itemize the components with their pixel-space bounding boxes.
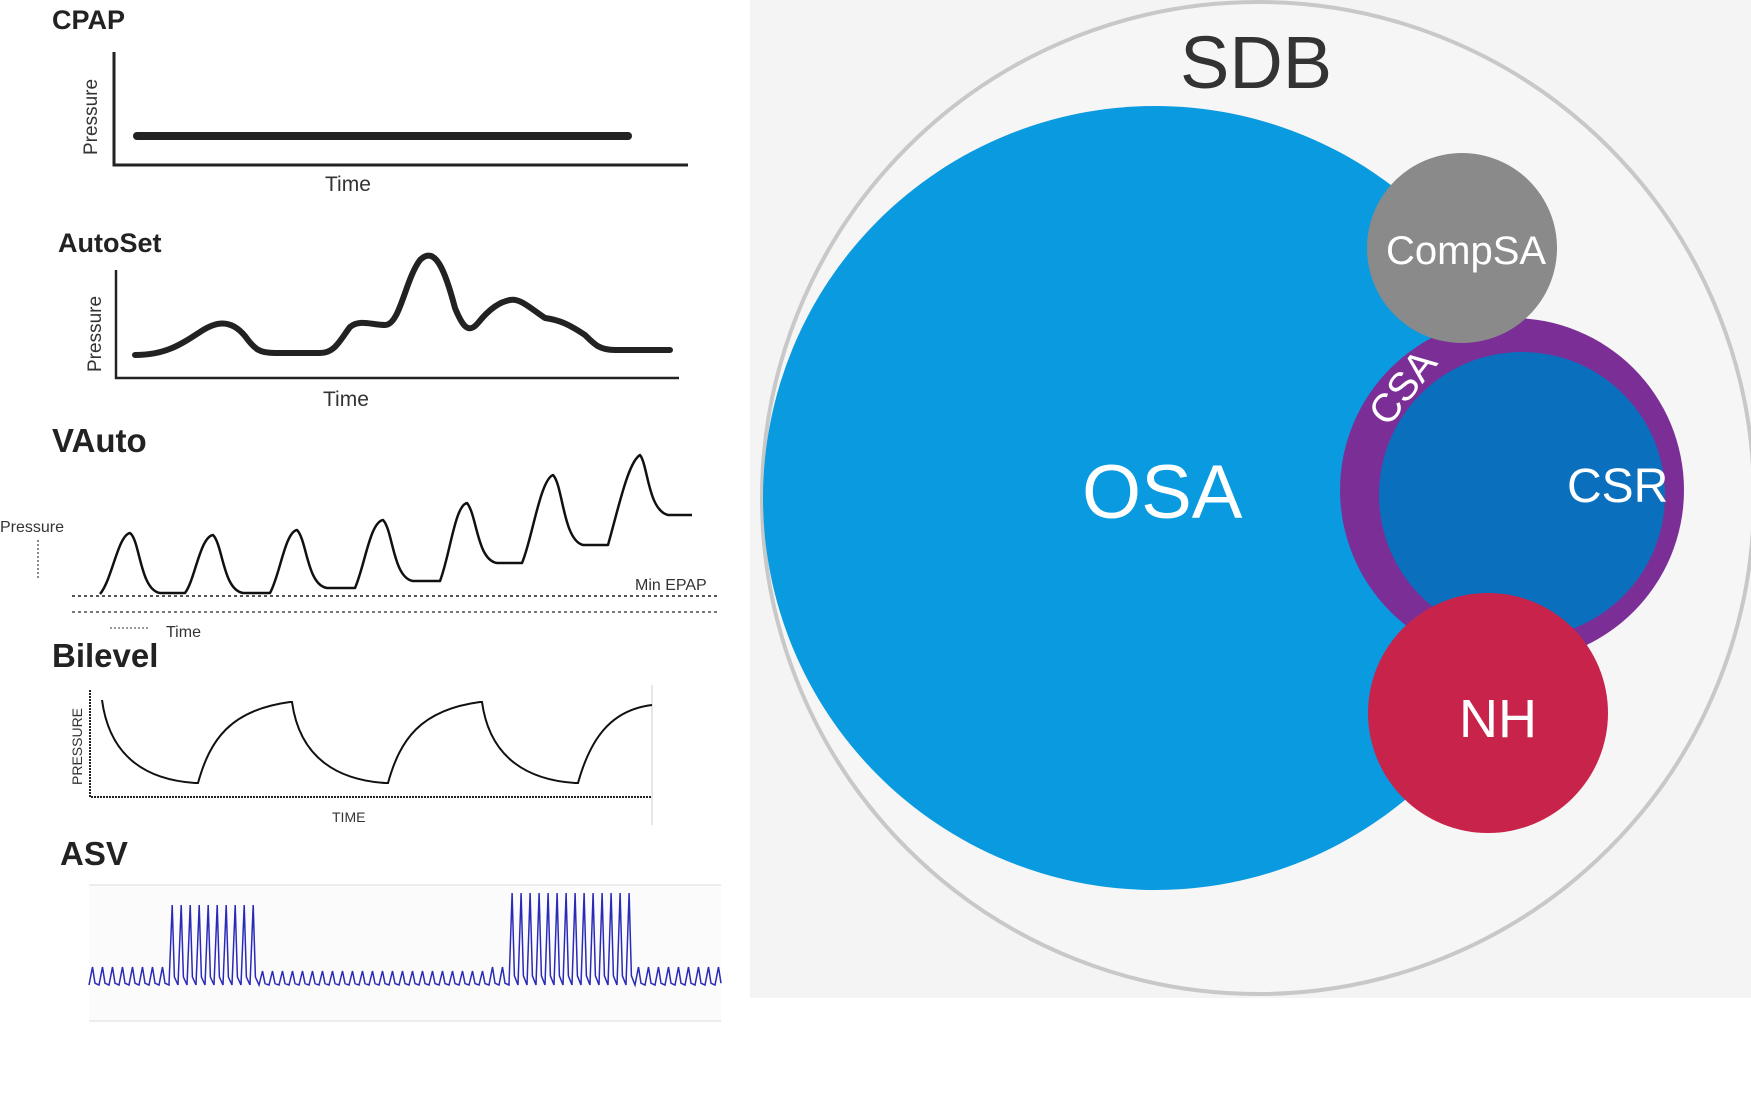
vauto-title: VAuto: [52, 422, 147, 459]
sdb-venn-diagram: SDB OSA CompSA CSA CSR NH: [750, 0, 1751, 998]
vauto-min-epap-label: Min EPAP: [635, 577, 707, 594]
autoset-chart: AutoSet Pressure Time: [58, 228, 679, 411]
asv-chart: ASV: [60, 835, 722, 1022]
bilevel-axes: [89, 690, 652, 798]
autoset-pressure-trace: [132, 252, 673, 358]
vauto-chart: VAuto Pressure Min EPAP Time: [0, 422, 720, 641]
cpap-title: CPAP: [52, 5, 125, 35]
cpap-ylabel: Pressure: [81, 79, 102, 155]
compsa-label: CompSA: [1386, 229, 1546, 273]
osa-circle: [763, 106, 1547, 890]
asv-plot-area: [89, 885, 721, 1021]
bilevel-pressure-trace: [101, 699, 653, 784]
nh-circle: [1368, 593, 1608, 833]
osa-label: OSA: [1082, 450, 1243, 535]
cpap-axes: [112, 52, 688, 167]
cpap-chart: CPAP Pressure Time: [52, 5, 688, 196]
asv-title: ASV: [60, 835, 128, 872]
csr-label: CSR: [1567, 460, 1668, 513]
vauto-ylabel: Pressure: [0, 519, 64, 536]
vauto-xlabel: Time: [166, 624, 201, 641]
sdb-label: SDB: [1180, 21, 1332, 104]
bilevel-ylabel: PRESSURE: [69, 708, 85, 785]
nh-label: NH: [1459, 689, 1537, 749]
pressure-modes-panel: CPAP Pressure Time AutoSet Pressure Time…: [0, 5, 722, 1022]
compsa-circle: [1367, 153, 1557, 343]
csr-circle: [1379, 352, 1665, 638]
bilevel-xlabel: TIME: [332, 809, 365, 825]
vauto-pressure-trace: [98, 453, 692, 595]
asv-flow-trace: [88, 892, 722, 988]
bilevel-title: Bilevel: [52, 637, 158, 674]
autoset-xlabel: Time: [323, 388, 369, 411]
cpap-xlabel: Time: [325, 173, 371, 196]
autoset-title: AutoSet: [58, 228, 162, 258]
autoset-axes: [114, 270, 679, 380]
autoset-ylabel: Pressure: [85, 296, 106, 372]
bilevel-chart: Bilevel PRESSURE TIME: [52, 637, 653, 825]
